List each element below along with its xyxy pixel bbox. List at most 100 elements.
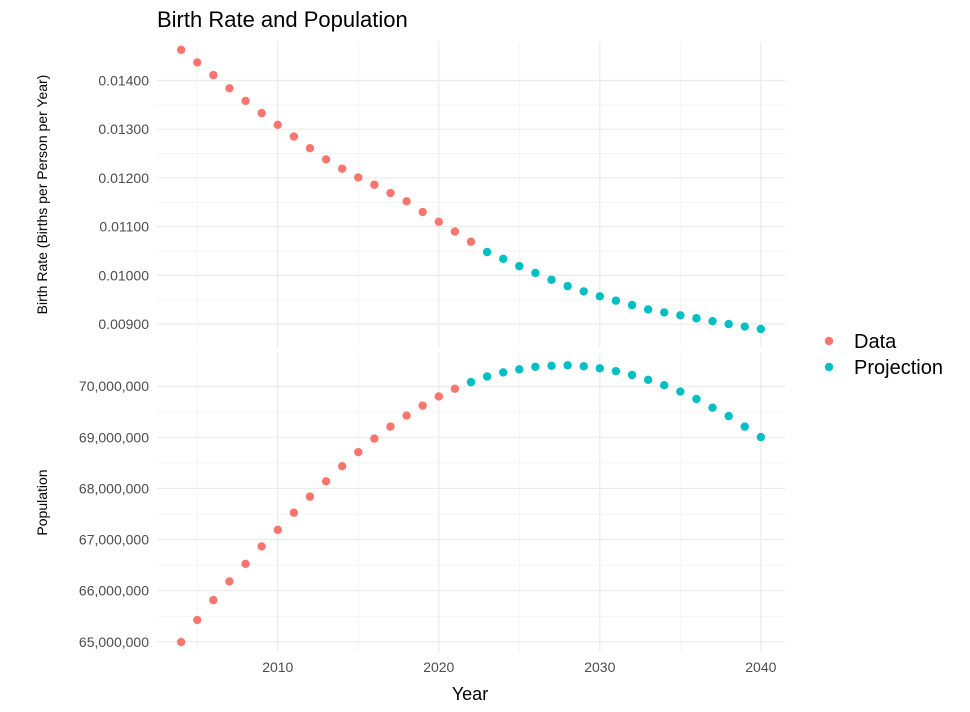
data-point: [611, 296, 621, 305]
chart-title: Birth Rate and Population: [157, 7, 408, 32]
series-data: [176, 45, 476, 246]
legend: Data Projection: [824, 331, 943, 379]
data-point: [402, 197, 411, 206]
data-point: [643, 375, 653, 385]
data-point: [740, 322, 749, 331]
data-point: [531, 268, 540, 278]
y-axis-title: Birth Rate (Births per Person per Year): [34, 75, 50, 315]
legend-key: [824, 362, 834, 372]
data-point: [756, 432, 766, 442]
data-point: [450, 384, 460, 393]
data-point: [321, 155, 331, 164]
data-point: [627, 300, 637, 310]
y-tick-label: 65,000,000: [79, 634, 149, 650]
legend-item-data: Data: [824, 331, 897, 353]
data-point: [611, 366, 621, 376]
data-point: [531, 362, 540, 371]
data-point: [676, 387, 685, 396]
data-point: [660, 308, 669, 317]
legend-label: Projection: [854, 357, 943, 379]
data-point: [434, 217, 443, 226]
data-point: [273, 525, 282, 535]
x-tick-label: 2020: [423, 659, 454, 675]
data-point: [499, 368, 508, 377]
data-point: [482, 372, 492, 381]
data-point: [708, 316, 717, 326]
series-projection: [482, 247, 766, 334]
y-tick-label: 68,000,000: [79, 480, 149, 496]
y-tick-label: 0.01400: [98, 72, 149, 88]
legend-key: [824, 336, 834, 346]
data-point: [386, 422, 395, 431]
data-point: [370, 180, 379, 189]
data-point: [627, 370, 637, 380]
data-point: [692, 394, 701, 404]
y-axis-title: Population: [34, 469, 50, 535]
data-point: [209, 70, 218, 80]
legend-item-projection: Projection: [824, 357, 943, 379]
panels-layer: 0.00900 0.01000 0.01100 0.01200 0.01300 0.014…: [34, 42, 785, 675]
data-point: [547, 275, 556, 284]
data-point: [563, 361, 572, 370]
y-tick-label: 70,000,000: [79, 378, 149, 394]
data-point: [257, 542, 266, 551]
data-point: [450, 227, 460, 236]
data-point: [724, 319, 733, 329]
data-point: [418, 207, 427, 217]
data-point: [676, 311, 685, 320]
data-point: [176, 637, 186, 647]
y-tick-label: 0.01300: [98, 121, 149, 137]
data-point: [337, 462, 347, 471]
data-point: [225, 577, 234, 586]
data-point: [193, 615, 202, 625]
data-point: [289, 508, 299, 517]
series-projection: [466, 361, 766, 442]
data-point: [708, 403, 717, 412]
data-point: [209, 595, 218, 605]
y-tick-label: 66,000,000: [79, 583, 149, 599]
data-point: [305, 492, 315, 501]
data-point: [370, 434, 379, 443]
data-point: [466, 237, 476, 246]
y-tick-label: 0.01200: [98, 170, 149, 186]
data-point: [273, 120, 282, 130]
data-point: [241, 96, 250, 106]
data-point: [305, 144, 315, 153]
data-point: [724, 411, 733, 421]
data-point: [579, 362, 588, 371]
data-point: [547, 361, 556, 370]
panel-1: 0.00900 0.01000 0.01100 0.01200 0.01300 0.014…: [34, 42, 785, 347]
data-point: [418, 401, 427, 410]
data-point: [499, 254, 508, 264]
data-point: [660, 381, 669, 390]
data-point: [193, 58, 202, 67]
data-point: [354, 173, 363, 182]
data-point: [176, 45, 186, 54]
x-tick-label: 2040: [745, 659, 776, 675]
data-point: [466, 377, 476, 387]
data-point: [643, 305, 653, 314]
data-point: [563, 281, 572, 291]
data-point: [595, 292, 605, 301]
x-axis-title: Year: [452, 684, 488, 704]
data-point: [756, 324, 766, 334]
y-tick-label: 0.00900: [98, 316, 149, 332]
x-tick-label: 2010: [262, 659, 293, 675]
y-tick-label: 67,000,000: [79, 532, 149, 548]
data-point: [434, 392, 443, 401]
data-point: [692, 314, 701, 323]
data-point: [354, 447, 363, 457]
data-point: [321, 477, 331, 486]
data-point: [402, 411, 411, 420]
series-data: [176, 384, 460, 647]
data-point: [515, 261, 524, 271]
data-point: [337, 164, 347, 173]
data-point: [386, 188, 395, 198]
data-point: [579, 287, 588, 296]
data-point: [241, 559, 250, 569]
data-point: [740, 422, 749, 431]
y-tick-label: 0.01000: [98, 267, 149, 283]
data-point: [515, 365, 524, 374]
